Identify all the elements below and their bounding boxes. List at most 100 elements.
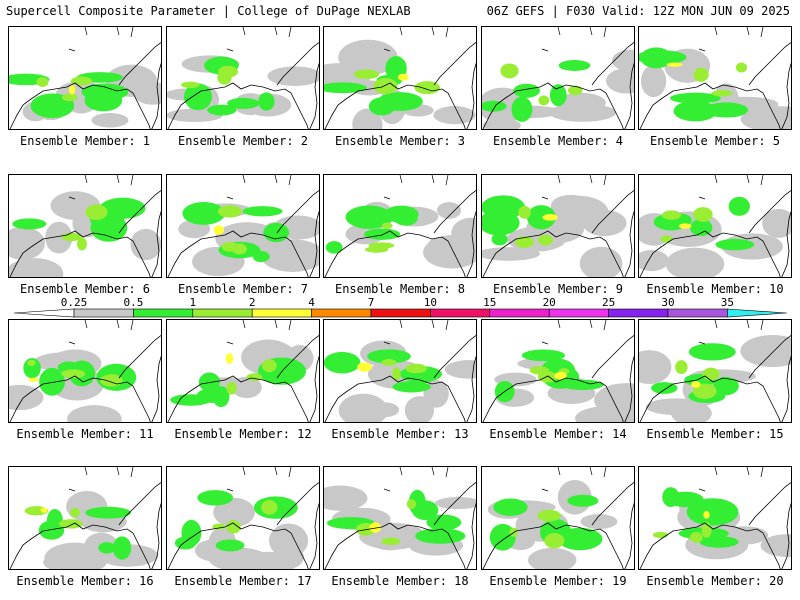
colorbar: 0.25 0.5 1 2 4 7 10 15 20 25 30 35 — [14, 297, 787, 318]
scp-contour-green — [408, 489, 426, 516]
scp-contour-lightgreen — [61, 369, 86, 379]
scp-contour-green — [673, 100, 718, 122]
scp-contour-lightgreen — [544, 533, 565, 549]
ensemble-map-panel — [166, 174, 320, 278]
scp-contour-lightgreen — [660, 235, 673, 243]
scp-contour-green — [489, 523, 516, 551]
scp-contour-lightgreen — [58, 519, 83, 529]
scp-contour-gray — [91, 113, 129, 128]
scp-contour-gray — [753, 106, 791, 121]
ensemble-member-label: Ensemble Member: 6 — [19, 282, 151, 296]
ensemble-map-panel — [323, 466, 477, 570]
scp-contour-green — [491, 233, 508, 246]
ensemble-member-label: Ensemble Member: 12 — [174, 427, 312, 441]
scp-contour-green — [415, 528, 466, 544]
colorbar-tick-label: 0.25 — [61, 297, 88, 309]
scp-contour-lightgreen — [261, 500, 278, 515]
scp-contour-green — [263, 222, 290, 243]
map-canvas — [482, 175, 634, 277]
colorbar-tick-label: 1 — [189, 297, 196, 309]
scp-contour-lightgreen — [70, 507, 81, 518]
colorbar-tick-label: 7 — [368, 297, 375, 309]
colorbar-arrow-right — [727, 308, 787, 318]
state-border — [68, 175, 134, 200]
scp-contour-green — [30, 93, 75, 119]
scp-contour-lightgreen — [381, 358, 397, 367]
scp-contour-lightgreen — [675, 360, 688, 375]
scp-contour-gray — [579, 246, 623, 277]
scp-contour-gray — [549, 195, 609, 229]
scp-contour-lightgreen — [212, 523, 226, 530]
scp-contour-gray — [580, 514, 618, 530]
scp-contour-lightgreen — [36, 77, 49, 87]
header-title: Supercell Composite Parameter | College … — [6, 4, 411, 18]
scp-contour-gray — [267, 66, 319, 87]
colorbar-segment — [133, 308, 194, 318]
scp-contour-gray — [273, 545, 304, 569]
scp-contour-green — [482, 195, 525, 219]
scp-contour-lightgreen — [217, 205, 242, 218]
scp-contour-lightgreen — [689, 532, 703, 543]
scp-contour-lightgreen — [180, 81, 200, 89]
coastline — [324, 41, 476, 129]
ensemble-member-label: Ensemble Member: 4 — [492, 134, 624, 148]
ensemble-member-label: Ensemble Member: 17 — [174, 574, 312, 588]
coastline — [639, 41, 791, 129]
ensemble-map-panel — [166, 26, 320, 130]
state-border — [226, 320, 292, 345]
scp-contour-gray — [9, 258, 64, 277]
state-border — [541, 320, 607, 345]
scp-contour-yellow — [542, 213, 558, 221]
scp-contour-green — [557, 527, 603, 551]
colorbar-segment — [667, 308, 728, 318]
scp-contour-yellow — [554, 371, 567, 380]
scp-contour-lightgreen — [61, 232, 82, 242]
scp-contour-green — [324, 82, 367, 94]
scp-contour-green — [227, 97, 260, 109]
colorbar-tick-label: 15 — [483, 297, 496, 309]
scp-contour-green — [325, 241, 343, 254]
ensemble-map-panel — [166, 466, 320, 570]
ensemble-map-panel — [638, 26, 792, 130]
coastline — [167, 190, 319, 277]
map-canvas — [167, 467, 319, 569]
ensemble-map-panel — [481, 174, 635, 278]
map-canvas — [9, 175, 161, 277]
coastline — [324, 335, 476, 422]
scp-contour-lightgreen — [692, 383, 717, 399]
scp-contour-green — [728, 196, 750, 216]
coastline — [9, 190, 161, 277]
scp-contour-lightgreen — [693, 67, 709, 82]
scp-contour-yellow — [703, 511, 710, 519]
colorbar-segment — [370, 308, 431, 318]
ensemble-member-label: Ensemble Member: 8 — [334, 282, 466, 296]
map-canvas — [482, 27, 634, 129]
map-canvas — [9, 320, 161, 422]
scp-contour-green — [98, 542, 116, 554]
map-canvas — [324, 175, 476, 277]
scp-contour-lightgreen — [373, 78, 398, 95]
state-border — [226, 175, 292, 200]
ensemble-map-panel — [638, 174, 792, 278]
scp-contour-gray — [133, 81, 161, 105]
scp-contour-gray — [404, 396, 435, 422]
scp-contour-lightgreen — [381, 222, 393, 230]
colorbar-segment — [430, 308, 491, 318]
coastline — [639, 482, 791, 569]
scp-contour-gray — [9, 226, 45, 260]
scp-contour-green — [686, 498, 739, 526]
scp-contour-gray — [208, 547, 269, 569]
scp-contour-yellow — [666, 62, 683, 67]
scp-contour-lightgreen — [518, 205, 531, 219]
colorbar-tick-label: 35 — [721, 297, 734, 309]
map-canvas — [167, 27, 319, 129]
coastline — [9, 335, 161, 422]
colorbar-tick-label: 4 — [308, 297, 315, 309]
scp-contour-lightgreen — [406, 499, 416, 510]
scp-contour-gray — [639, 350, 672, 385]
ensemble-member-label: Ensemble Member: 18 — [331, 574, 469, 588]
scp-contour-green — [712, 376, 739, 396]
scp-contour-lightgreen — [226, 520, 241, 534]
state-border — [541, 175, 607, 200]
coastline — [482, 335, 634, 422]
